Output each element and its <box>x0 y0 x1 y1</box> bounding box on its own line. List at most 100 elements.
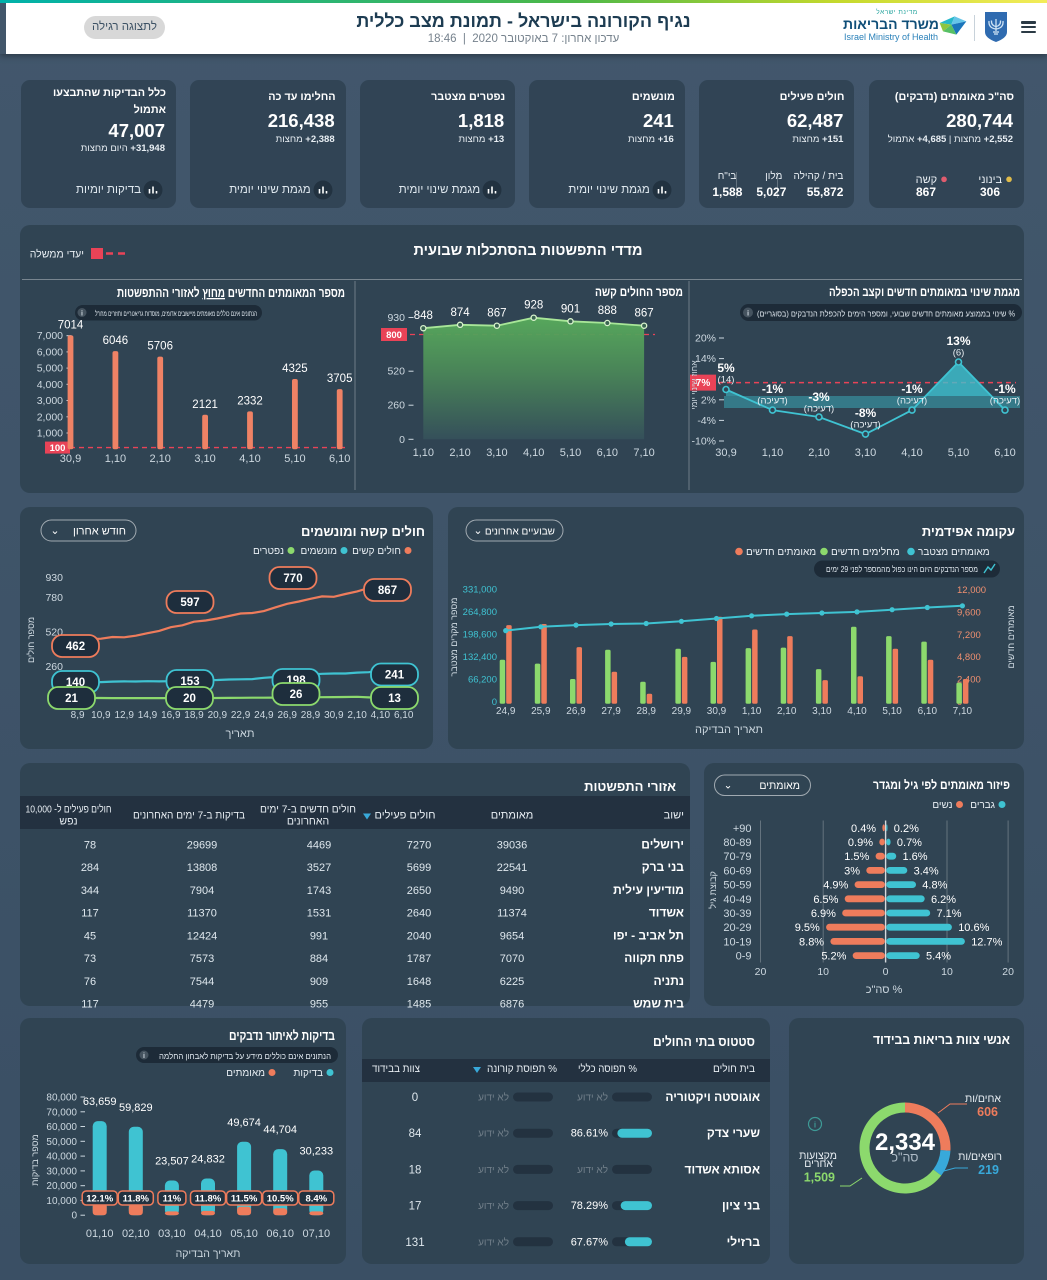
svg-text:10,9: 10,9 <box>91 710 111 721</box>
svg-text:-3%: -3% <box>808 390 830 404</box>
svg-text:ירושלים: ירושלים <box>641 837 684 851</box>
svg-text:חולים קשים: חולים קשים <box>352 545 401 557</box>
svg-text:30,000: 30,000 <box>46 1166 77 1177</box>
svg-text:6046: 6046 <box>103 335 129 347</box>
svg-text:3,10: 3,10 <box>855 447 876 459</box>
svg-text:3,10: 3,10 <box>194 453 215 465</box>
svg-text:20,9: 20,9 <box>208 710 228 721</box>
svg-text:60,000: 60,000 <box>46 1122 77 1133</box>
svg-text:4469: 4469 <box>307 839 331 851</box>
svg-text:6225: 6225 <box>500 976 524 988</box>
svg-text:מאומתים חדשים: מאומתים חדשים <box>746 547 816 558</box>
svg-text:219: 219 <box>978 1163 999 1177</box>
svg-text:80,000: 80,000 <box>46 1093 77 1104</box>
svg-text:נפש: נפש <box>59 816 77 828</box>
svg-text:⌄: ⌄ <box>724 780 733 792</box>
svg-text:30-39: 30-39 <box>723 908 751 920</box>
svg-text:בני ברק: בני ברק <box>642 860 685 874</box>
svg-text:הנתונים אינם כוללים מאומתים מי: הנתונים אינם כוללים מאומתים מיישובים אדו… <box>95 309 257 318</box>
svg-text:מאומתים: מאומתים <box>759 780 800 792</box>
svg-text:1787: 1787 <box>407 953 431 965</box>
svg-text:73: 73 <box>84 953 96 965</box>
svg-text:(דעיכה): (דעיכה) <box>850 420 880 431</box>
svg-text:⌄: ⌄ <box>473 525 482 537</box>
svg-text:20-29: 20-29 <box>723 922 751 934</box>
svg-text:10.6%: 10.6% <box>958 922 989 934</box>
svg-text:12.1%: 12.1% <box>86 1194 113 1205</box>
svg-text:40,000: 40,000 <box>46 1152 77 1163</box>
svg-text:10: 10 <box>817 966 829 978</box>
svg-text:4,000: 4,000 <box>37 379 63 391</box>
svg-text:909: 909 <box>310 976 328 988</box>
svg-text:% תפוסה כללי: % תפוסה כללי <box>578 1063 637 1075</box>
svg-text:1,509: 1,509 <box>804 1171 835 1185</box>
svg-text:1485: 1485 <box>407 999 431 1011</box>
svg-text:6,10: 6,10 <box>918 706 938 717</box>
svg-text:284: 284 <box>81 862 99 874</box>
svg-text:תל אביב - יפו: תל אביב - יפו <box>613 928 684 942</box>
svg-text:26,9: 26,9 <box>277 710 297 721</box>
svg-text:80-89: 80-89 <box>723 837 751 849</box>
svg-text:1743: 1743 <box>307 885 331 897</box>
svg-text:76: 76 <box>84 976 96 988</box>
svg-text:בני ציון: בני ציון <box>722 1199 760 1213</box>
svg-text:חולים פעילים ל- 10,000: חולים פעילים ל- 10,000 <box>25 804 111 816</box>
svg-text:930: 930 <box>45 572 63 584</box>
svg-text:0-9: 0-9 <box>736 951 752 963</box>
svg-text:1,10: 1,10 <box>762 447 783 459</box>
svg-text:אחוז שינוי יומי: אחוז שינוי יומי <box>689 360 699 410</box>
svg-text:1531: 1531 <box>307 908 331 920</box>
svg-text:597: 597 <box>180 597 199 609</box>
svg-text:(דעיכה): (דעיכה) <box>990 396 1020 407</box>
svg-text:% שינוי בממוצע מאומתים חדשים ש: % שינוי בממוצע מאומתים חדשים שבועי, ומספ… <box>757 309 1015 319</box>
svg-text:930: 930 <box>387 312 405 324</box>
svg-text:24,9: 24,9 <box>496 706 516 717</box>
svg-text:462: 462 <box>66 641 85 653</box>
svg-text:(דעיכה): (דעיכה) <box>757 396 787 407</box>
svg-text:28,9: 28,9 <box>301 710 321 721</box>
svg-text:02,10: 02,10 <box>122 1228 150 1240</box>
svg-text:1,10: 1,10 <box>413 447 434 459</box>
svg-text:0: 0 <box>71 1211 77 1222</box>
svg-text:4,10: 4,10 <box>901 447 922 459</box>
svg-text:2,10: 2,10 <box>777 706 797 717</box>
svg-text:נתניה: נתניה <box>654 974 684 988</box>
svg-text:אחים/ות: אחים/ות <box>965 1093 1001 1105</box>
svg-text:5.2%: 5.2% <box>821 951 846 963</box>
svg-text:ברזילי: ברזילי <box>727 1235 761 1249</box>
svg-text:30,9: 30,9 <box>60 453 81 465</box>
svg-text:28,9: 28,9 <box>636 706 656 717</box>
svg-text:520: 520 <box>387 366 405 378</box>
svg-text:0: 0 <box>399 434 405 446</box>
svg-text:955: 955 <box>310 999 328 1011</box>
svg-text:עקומה אפידמית: עקומה אפידמית <box>922 524 1015 539</box>
svg-text:4.9%: 4.9% <box>823 880 848 892</box>
svg-text:800: 800 <box>386 330 402 341</box>
svg-text:i: i <box>143 1053 145 1060</box>
svg-text:7070: 7070 <box>500 953 524 965</box>
svg-text:22541: 22541 <box>497 862 528 874</box>
svg-text:יעדי ממשלה: יעדי ממשלה <box>30 249 84 261</box>
svg-text:20: 20 <box>1002 966 1014 978</box>
svg-text:לא ידוע: לא ידוע <box>478 1164 509 1176</box>
svg-text:7%: 7% <box>696 378 711 389</box>
svg-text:סטטוס בתי החולים: סטטוס בתי החולים <box>653 1034 755 1049</box>
svg-text:פתח תקווה: פתח תקווה <box>624 951 684 965</box>
svg-text:9490: 9490 <box>500 885 524 897</box>
svg-text:2332: 2332 <box>237 395 263 407</box>
svg-text:4,10: 4,10 <box>371 710 391 721</box>
svg-text:06,10: 06,10 <box>266 1228 294 1240</box>
svg-text:12424: 12424 <box>187 930 218 942</box>
svg-text:0.2%: 0.2% <box>894 823 919 835</box>
svg-text:23,507: 23,507 <box>155 1156 189 1168</box>
svg-text:344: 344 <box>81 885 99 897</box>
svg-text:867: 867 <box>635 308 654 320</box>
svg-text:7573: 7573 <box>190 953 214 965</box>
svg-text:6,10: 6,10 <box>597 447 618 459</box>
svg-text:2,334: 2,334 <box>875 1129 936 1156</box>
svg-text:תאריך הבדיקה: תאריך הבדיקה <box>695 724 763 736</box>
svg-text:מספר הנדבקים היום הינו כפול מה: מספר הנדבקים היום הינו כפול מהמספר לפני … <box>826 564 978 574</box>
svg-text:4,10: 4,10 <box>847 706 867 717</box>
svg-text:4,800: 4,800 <box>957 652 981 663</box>
svg-text:אוגוסטה ויקטוריה: אוגוסטה ויקטוריה <box>665 1090 760 1104</box>
